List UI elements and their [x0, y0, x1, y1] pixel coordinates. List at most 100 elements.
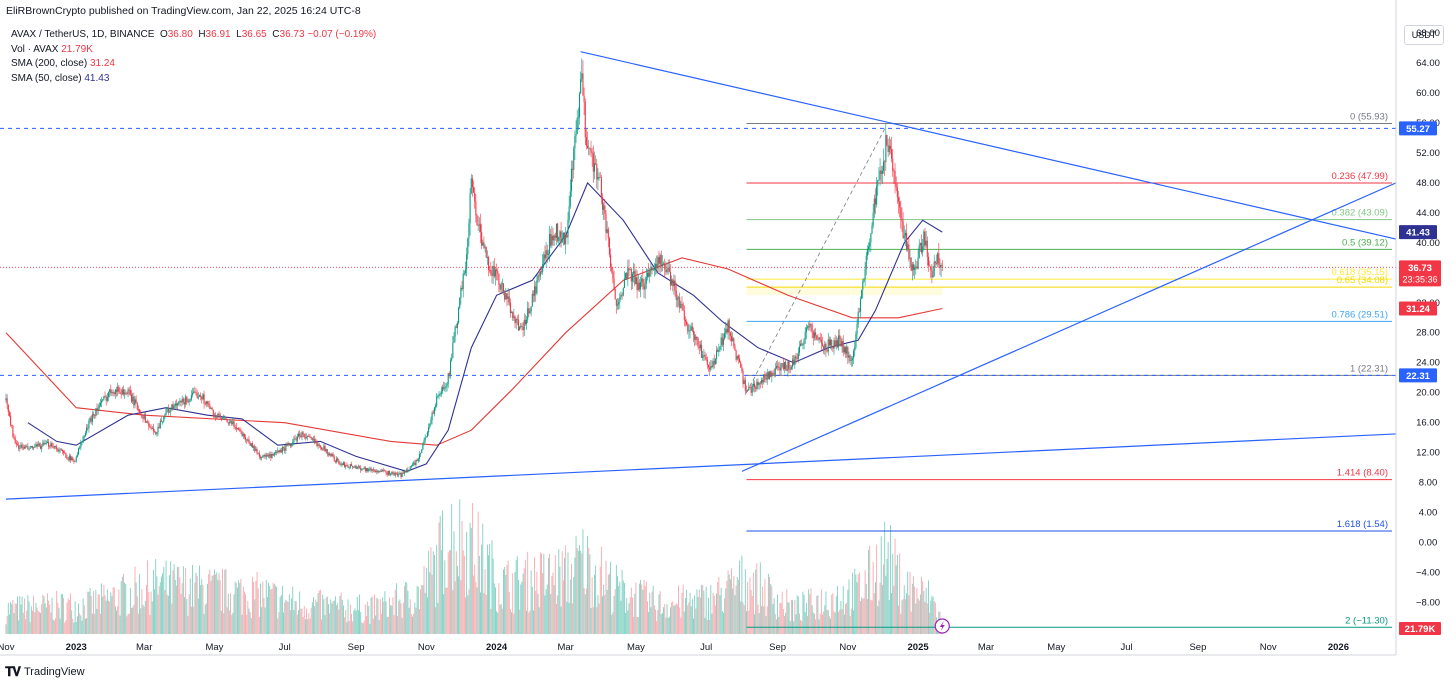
volume-bar	[377, 598, 379, 634]
volume-bar	[266, 596, 268, 634]
footer-brand[interactable]: 𝐓𝐕 TradingView	[5, 664, 85, 680]
candle-body	[744, 380, 746, 391]
candle-body	[149, 426, 151, 428]
volume-bar	[444, 560, 446, 634]
legend-symbol-row[interactable]: AVAX / TetherUS, 1D, BINANCE O36.80 H36.…	[11, 28, 376, 43]
price-unit-button[interactable]: USDT	[1404, 25, 1444, 45]
volume-bar	[57, 602, 59, 634]
candle-body	[763, 374, 765, 383]
footer-brand-label: TradingView	[24, 666, 85, 678]
volume-bar	[432, 551, 434, 634]
candle-body	[680, 303, 682, 309]
candle-body	[179, 400, 181, 402]
volume-bar	[518, 579, 519, 634]
volume-bar	[713, 595, 715, 634]
candle-body	[760, 379, 763, 384]
volume-bar	[61, 593, 63, 634]
candle-body	[406, 469, 408, 472]
volume-bar	[339, 596, 341, 634]
volume-bar	[885, 575, 887, 634]
lightning-icon-glyph	[939, 621, 945, 631]
volume-bar	[834, 612, 836, 634]
candle-body	[224, 417, 226, 418]
candle-body	[256, 449, 258, 454]
volume-bar	[628, 603, 630, 634]
candle-body	[762, 379, 764, 383]
volume-bar	[629, 596, 631, 634]
candle-body	[243, 433, 245, 438]
y-tick-label: 28.00	[1416, 328, 1440, 339]
volume-bar	[824, 605, 826, 634]
candle-body	[697, 338, 699, 347]
candle-body	[425, 436, 427, 438]
volume-bar	[212, 575, 214, 634]
volume-bar	[97, 594, 99, 634]
y-tick-label: 20.00	[1416, 388, 1440, 399]
legend-volume-row[interactable]: Vol · AVAX 21.79K	[11, 43, 376, 58]
volume-bar	[926, 603, 928, 634]
candle-body	[217, 413, 219, 418]
volume-bar	[354, 608, 356, 634]
legend-sma200-row[interactable]: SMA (200, close) 31.24	[11, 57, 376, 72]
volume-bar	[830, 618, 832, 634]
candle-body	[719, 346, 721, 350]
candle-body	[349, 464, 351, 468]
candle-body	[446, 383, 448, 387]
volume-bar	[661, 612, 663, 634]
candle-body	[30, 446, 32, 447]
volume-bar	[835, 596, 837, 634]
volume-bar	[751, 596, 753, 634]
candle-body	[597, 177, 599, 180]
candle-body	[75, 456, 77, 462]
volume-bar	[735, 585, 737, 634]
candle-body	[486, 257, 488, 258]
volume-bar	[5, 624, 7, 634]
candle-body	[56, 446, 58, 450]
candle-body	[506, 293, 508, 299]
volume-bar	[98, 594, 100, 634]
candle-body	[45, 443, 47, 444]
volume-bar	[501, 608, 503, 634]
volume-bar	[337, 603, 339, 634]
candle-body	[703, 354, 705, 356]
last-price-badge-bg	[1399, 260, 1441, 287]
volume-bar	[665, 617, 667, 634]
candle-body	[388, 470, 391, 475]
candle-body	[289, 444, 291, 446]
candle-body	[460, 287, 462, 299]
legend-sma50-row[interactable]: SMA (50, close) 41.43	[11, 72, 376, 87]
volume-bar	[576, 548, 578, 634]
volume-bar	[306, 608, 308, 634]
volume-bar	[698, 589, 700, 634]
volume-bar	[918, 600, 920, 634]
candle-body	[710, 366, 712, 370]
candle-body	[493, 266, 495, 277]
candle-body	[68, 455, 70, 460]
volume-bar	[372, 618, 374, 634]
volume-bar	[770, 584, 772, 634]
volume-bar	[567, 552, 569, 634]
candle-body	[44, 443, 46, 445]
volume-bar	[75, 622, 77, 634]
volume-bar	[810, 588, 812, 634]
volume-bar	[304, 619, 306, 634]
candle-body	[201, 396, 203, 400]
volume-bar	[641, 584, 643, 634]
volume-bar	[112, 587, 114, 634]
x-tick-label: 2024	[486, 642, 508, 653]
candle-body	[5, 398, 7, 401]
candle-body	[538, 275, 540, 277]
volume-bar	[228, 610, 230, 634]
volume-bar	[841, 609, 843, 634]
candle-body	[679, 297, 681, 309]
candle-body	[539, 271, 541, 277]
volume-bar	[463, 555, 465, 634]
candle-body	[714, 358, 716, 365]
candle-body	[148, 422, 150, 427]
volume-bar	[873, 593, 875, 634]
candle-body	[454, 326, 456, 337]
ascending-support-trendline	[741, 182, 1397, 472]
volume-bar	[410, 614, 412, 634]
legend-sma200-label: SMA (200, close)	[11, 58, 88, 70]
